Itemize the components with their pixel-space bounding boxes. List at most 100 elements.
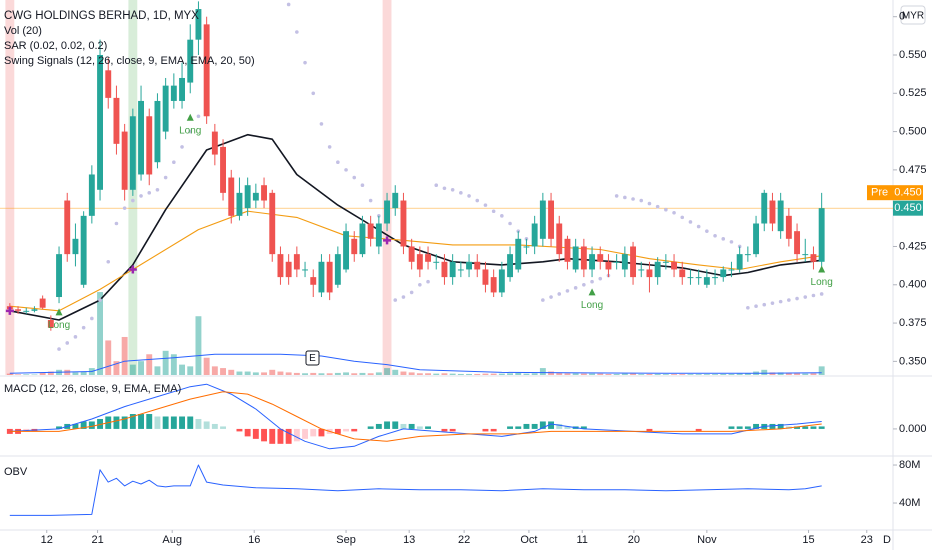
macd-histogram-bar bbox=[179, 416, 185, 429]
sar-dot bbox=[188, 129, 193, 134]
sar-dot bbox=[705, 229, 709, 233]
candle-body bbox=[572, 246, 579, 270]
candle-body bbox=[474, 261, 481, 270]
volume-bar bbox=[285, 372, 292, 375]
macd-histogram-bar bbox=[548, 421, 555, 429]
sar-dot bbox=[721, 237, 726, 241]
candle-body bbox=[80, 215, 87, 285]
candle-body bbox=[15, 309, 21, 311]
candle-body bbox=[564, 238, 571, 262]
sar-dot bbox=[172, 160, 176, 165]
candle-body bbox=[261, 185, 267, 201]
x-tick-label: Nov bbox=[697, 534, 717, 546]
candle-body bbox=[769, 200, 776, 224]
candle-body bbox=[195, 9, 202, 40]
candle-body bbox=[408, 246, 415, 262]
volume-bar bbox=[146, 354, 153, 375]
volume-bar bbox=[712, 374, 719, 375]
sar-dot bbox=[557, 292, 562, 296]
sar-dot bbox=[647, 201, 652, 206]
volume-bar bbox=[318, 373, 325, 375]
macd-histogram-bar bbox=[777, 423, 784, 429]
volume-bar bbox=[367, 373, 374, 375]
volume-bar bbox=[72, 372, 79, 375]
volume-bar bbox=[359, 372, 366, 375]
candle-body bbox=[679, 269, 686, 278]
chart-title: CWG HOLDINGS BERHAD, 1D, MYX bbox=[4, 10, 199, 22]
signal-band bbox=[382, 0, 392, 375]
x-tick-label: 20 bbox=[628, 534, 640, 546]
macd-histogram-bar bbox=[277, 428, 284, 444]
candle-body bbox=[638, 269, 645, 271]
macd-histogram-bar bbox=[490, 428, 497, 432]
volume-bar bbox=[466, 373, 473, 375]
y-tick-label: 0.375 bbox=[899, 317, 927, 329]
candle-body bbox=[105, 70, 112, 98]
x-tick-label: Aug bbox=[162, 534, 182, 546]
y-tick-label: 0.500 bbox=[899, 125, 927, 137]
volume-bar bbox=[261, 372, 267, 375]
macd-histogram-bar bbox=[121, 416, 128, 429]
volume-bar bbox=[400, 371, 407, 375]
sar-dot bbox=[787, 298, 791, 302]
candle-body bbox=[630, 246, 637, 278]
candle-body bbox=[777, 200, 784, 232]
interval-button[interactable]: D bbox=[883, 534, 891, 546]
macd-histogram-bar bbox=[195, 418, 202, 429]
volume-bar bbox=[654, 373, 661, 375]
macd-histogram-bar bbox=[539, 421, 546, 429]
candle-body bbox=[425, 254, 432, 262]
volume-bar bbox=[187, 366, 194, 375]
cross-signal bbox=[5, 306, 14, 315]
volume-bar bbox=[580, 373, 587, 375]
candle-body bbox=[236, 192, 243, 216]
sar-dot bbox=[360, 183, 365, 188]
macd-histogram-bar bbox=[375, 423, 382, 429]
candle-body bbox=[359, 223, 366, 255]
candle-body bbox=[187, 39, 194, 83]
sar-dot bbox=[614, 194, 619, 198]
sar-dot bbox=[565, 289, 570, 293]
y-tick-label: 0.475 bbox=[899, 164, 927, 176]
macd-histogram-bar bbox=[646, 428, 653, 432]
candle-body bbox=[695, 277, 702, 279]
candle-body bbox=[441, 261, 448, 278]
candle-body bbox=[810, 254, 817, 262]
macd-histogram-bar bbox=[293, 428, 300, 442]
macd-histogram-bar bbox=[113, 416, 120, 429]
volume-bar bbox=[810, 373, 817, 375]
macd-histogram-bar bbox=[236, 428, 243, 432]
macd-histogram-bar bbox=[794, 426, 801, 429]
x-tick-label: Sep bbox=[336, 534, 356, 546]
earnings-box[interactable] bbox=[305, 350, 320, 366]
long-label: Long bbox=[48, 320, 70, 331]
sar-dot bbox=[762, 302, 767, 307]
candle-body bbox=[343, 231, 349, 270]
sar-dot bbox=[696, 224, 701, 229]
volume-bar bbox=[728, 373, 735, 375]
volume-bar bbox=[736, 373, 743, 375]
sar-dot bbox=[795, 296, 799, 301]
macd-histogram-bar bbox=[334, 428, 341, 434]
volume-bar bbox=[662, 374, 669, 375]
long-arrow bbox=[186, 113, 194, 121]
candle-body bbox=[146, 116, 153, 175]
candle-body bbox=[39, 298, 46, 308]
candle-body bbox=[31, 309, 38, 311]
volume-bar bbox=[326, 373, 333, 375]
earnings-marker[interactable]: E bbox=[309, 353, 316, 364]
volume-bar bbox=[638, 374, 645, 375]
sar-dot bbox=[295, 30, 299, 34]
candle-body bbox=[56, 254, 62, 298]
macd-histogram-bar bbox=[425, 426, 432, 429]
currency-label[interactable]: MYR bbox=[902, 11, 924, 22]
sar-dot bbox=[819, 292, 824, 296]
macd-histogram-bar bbox=[318, 428, 325, 437]
candle-body bbox=[392, 192, 399, 209]
x-tick-label: 12 bbox=[41, 534, 53, 546]
currency-box[interactable] bbox=[900, 5, 926, 25]
sar-dot bbox=[541, 298, 545, 302]
macd-line bbox=[9, 383, 822, 450]
candle-body bbox=[785, 215, 792, 239]
candle-body bbox=[138, 100, 144, 175]
